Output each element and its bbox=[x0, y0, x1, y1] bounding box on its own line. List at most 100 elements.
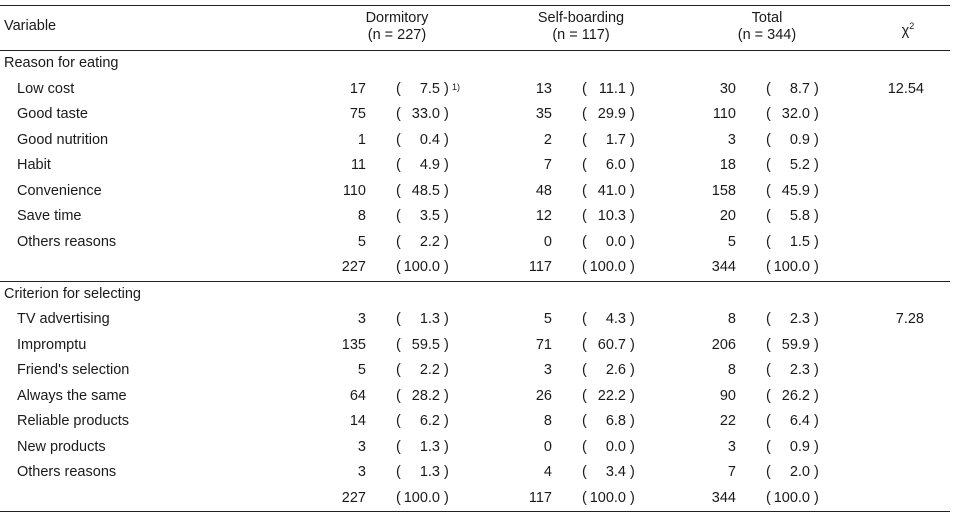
paren-close: ) bbox=[444, 80, 449, 97]
row-label: Habit bbox=[17, 157, 51, 173]
dormitory-count: 64 bbox=[349, 387, 366, 404]
dormitory-percent: 6.2 bbox=[419, 413, 440, 429]
self-boarding-count: 13 bbox=[535, 80, 552, 97]
dormitory-percent: 1.3 bbox=[419, 438, 440, 455]
dormitory-count: 3 bbox=[357, 311, 366, 327]
table-row: Reliable products 14 (6.2) 8 (6.8) 22 (6.4) bbox=[0, 409, 950, 435]
dormitory-count: 3 bbox=[357, 464, 366, 480]
dormitory-percent: 0.4 bbox=[419, 131, 440, 148]
dormitory-count: 1 bbox=[357, 131, 366, 148]
total-count: 110 bbox=[712, 106, 736, 122]
paren-close: ) bbox=[444, 438, 449, 455]
self-boarding-percent: 22.2 bbox=[597, 387, 626, 404]
table-row: Friend's selection 5 (2.2) 3 (2.6) 8 (2.3) bbox=[0, 358, 950, 384]
header-self-boarding: Self-boarding (n = 117) bbox=[511, 10, 651, 44]
paren-close: ) bbox=[814, 413, 819, 429]
paren-open: ( bbox=[766, 106, 771, 122]
paren-close: ) bbox=[814, 387, 819, 404]
paren-open: ( bbox=[396, 131, 401, 148]
dormitory-count: 227 bbox=[341, 489, 366, 506]
paren-close: ) bbox=[630, 464, 635, 480]
paren-close: ) bbox=[814, 311, 819, 327]
header-self-boarding-n: (n = 117) bbox=[552, 27, 610, 43]
row-label: New products bbox=[17, 438, 106, 455]
table-row: Good taste 75 (33.0) 35 (29.9) 110 (32.0) bbox=[0, 102, 950, 128]
paren-open: ( bbox=[396, 464, 401, 480]
paren-open: ( bbox=[582, 311, 587, 327]
dormitory-percent: 28.2 bbox=[411, 387, 440, 404]
data-table: Variable Dormitory (n = 227) Self-boardi… bbox=[0, 5, 950, 512]
total-count: 8 bbox=[727, 362, 736, 378]
table-row: Others reasons 5 (2.2) 0 (0.0) 5 (1.5) bbox=[0, 230, 950, 256]
total-percent: 100.0 bbox=[773, 489, 810, 506]
table-row: Habit 11 (4.9) 7 (6.0) 18 (5.2) bbox=[0, 153, 950, 179]
section-title-row: Reason for eating bbox=[0, 51, 950, 77]
row-label: Good nutrition bbox=[17, 131, 109, 148]
paren-close: ) bbox=[814, 157, 819, 173]
total-count: 90 bbox=[719, 387, 736, 404]
total-percent: 2.3 bbox=[789, 311, 810, 327]
row-label: Others reasons bbox=[17, 233, 117, 250]
paren-open: ( bbox=[396, 157, 401, 173]
dormitory-percent: 1.3 bbox=[419, 464, 440, 480]
paren-open: ( bbox=[766, 311, 771, 327]
total-count: 5 bbox=[727, 233, 736, 250]
dormitory-percent: 100.0 bbox=[403, 259, 440, 275]
self-boarding-count: 48 bbox=[535, 182, 552, 199]
paren-close: ) bbox=[444, 362, 449, 378]
dormitory-count: 5 bbox=[357, 233, 366, 250]
self-boarding-count: 71 bbox=[535, 336, 552, 353]
header-dormitory-n: (n = 227) bbox=[367, 27, 427, 43]
paren-close: ) bbox=[630, 106, 635, 122]
paren-close: ) bbox=[630, 311, 635, 327]
paren-close: ) bbox=[814, 489, 819, 506]
dormitory-percent: 59.5 bbox=[411, 336, 440, 353]
total-count: 3 bbox=[727, 438, 736, 455]
total-percent: 26.2 bbox=[781, 387, 810, 404]
paren-close: ) bbox=[630, 387, 635, 404]
self-boarding-percent: 1.7 bbox=[605, 131, 626, 148]
dormitory-percent: 2.2 bbox=[419, 233, 440, 250]
paren-close: ) bbox=[814, 464, 819, 480]
paren-open: ( bbox=[766, 233, 771, 250]
total-percent: 32.0 bbox=[781, 106, 810, 122]
dormitory-count: 110 bbox=[342, 182, 366, 199]
paren-open: ( bbox=[582, 80, 587, 97]
paren-close: ) bbox=[630, 233, 635, 250]
paren-close: ) bbox=[814, 208, 819, 224]
paren-open: ( bbox=[582, 489, 587, 506]
total-percent: 0.9 bbox=[789, 438, 810, 455]
total-percent: 8.7 bbox=[789, 80, 810, 97]
table-body: Reason for eating Low cost 17(7.5) 13(11.1)… bbox=[0, 51, 950, 511]
self-boarding-percent: 10.3 bbox=[597, 208, 626, 224]
paren-open: ( bbox=[582, 464, 587, 480]
header-chi-square: χ2 bbox=[888, 18, 928, 40]
paren-open: ( bbox=[396, 208, 401, 224]
dormitory-percent: 4.9 bbox=[419, 157, 440, 173]
chi-superscript: 2 bbox=[909, 21, 915, 31]
self-boarding-percent: 60.7 bbox=[597, 336, 626, 353]
paren-open: ( bbox=[396, 182, 401, 199]
dormitory-count: 227 bbox=[341, 259, 366, 275]
paren-close: ) bbox=[814, 106, 819, 122]
self-boarding-percent: 6.0 bbox=[605, 157, 626, 173]
paren-close: ) bbox=[444, 413, 449, 429]
self-boarding-percent: 29.9 bbox=[597, 106, 626, 122]
dormitory-percent: 2.2 bbox=[419, 362, 440, 378]
paren-open: ( bbox=[396, 336, 401, 353]
section-title-row: Criterion for selecting bbox=[0, 280, 950, 308]
paren-open: ( bbox=[766, 259, 771, 275]
total-row: 227 (100.0) 117 (100.0) 344 (100.0) bbox=[0, 486, 950, 512]
row-label: Others reasons bbox=[17, 464, 117, 480]
paren-open: ( bbox=[396, 413, 401, 429]
paren-close: ) bbox=[444, 106, 449, 122]
dormitory-percent: 1.3 bbox=[419, 311, 440, 327]
paren-open: ( bbox=[396, 106, 401, 122]
paren-close: ) bbox=[444, 464, 449, 480]
dormitory-count: 5 bbox=[357, 362, 366, 378]
paren-close: ) bbox=[630, 489, 635, 506]
paren-close: ) bbox=[444, 311, 449, 327]
header-dormitory-name: Dormitory bbox=[365, 10, 429, 26]
paren-open: ( bbox=[582, 413, 587, 429]
paren-close: ) bbox=[630, 208, 635, 224]
